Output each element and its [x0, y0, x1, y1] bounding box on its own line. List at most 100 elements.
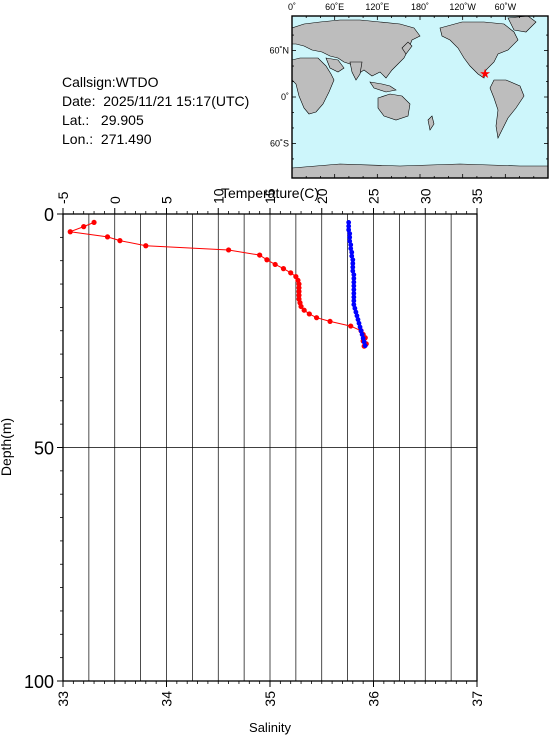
- temperature-tick-label: -5: [55, 191, 71, 204]
- salinity-point: [351, 276, 357, 281]
- map-lon-tick-label: 0˚: [288, 2, 296, 12]
- station-info: Callsign:WTDO Date: 2025/11/21 15:17(UTC…: [62, 73, 249, 149]
- depth-axis: 0 50 100: [24, 205, 63, 692]
- salinity-point: [351, 287, 357, 293]
- salinity-tick-label: 36: [366, 691, 382, 707]
- salinity-point: [348, 242, 354, 248]
- salinity-point: [351, 302, 357, 307]
- salinity-point: [359, 332, 365, 337]
- salinity-point: [346, 220, 352, 225]
- salinity-point: [347, 231, 353, 237]
- temperature-tick-label: 5: [159, 196, 175, 204]
- salinity-point: [355, 317, 361, 322]
- temperature-point: [313, 315, 320, 321]
- temperature-point: [296, 288, 302, 295]
- station-marker-icon: ★: [479, 66, 491, 81]
- temperature-point: [226, 247, 232, 253]
- salinity-point: [351, 294, 357, 300]
- salinity-tick-label: 35: [262, 691, 278, 707]
- salinity-point: [346, 223, 352, 229]
- map-lon-tick-label: 180˚: [411, 2, 429, 12]
- temperature-point: [91, 219, 97, 226]
- salinity-point: [347, 238, 353, 244]
- temperature-point: [296, 285, 302, 291]
- temperature-tick-label: 10: [210, 188, 226, 204]
- salinity-point: [349, 249, 355, 255]
- salinity-axis-label: Salinity: [249, 720, 291, 735]
- africa-landmass: [292, 57, 335, 115]
- depth-tick-label: 100: [24, 672, 54, 692]
- depth-axis-label: Depth(m): [0, 418, 14, 476]
- eurasia-landmass: [292, 19, 421, 79]
- temperature-tick-label: 20: [314, 188, 330, 204]
- salinity-point: [351, 298, 357, 304]
- new-zealand-landmass: [427, 115, 435, 131]
- salinity-point: [348, 246, 354, 251]
- temperature-tick-label: 30: [417, 188, 433, 204]
- temperature-point: [301, 307, 307, 313]
- lon-value: 271.490: [100, 131, 152, 147]
- salinity-point: [351, 279, 357, 285]
- temperature-axis-label: Temperature(C): [221, 185, 319, 201]
- map-lon-tick-label: 120˚W: [449, 2, 476, 12]
- salinity-tick-label: 34: [159, 691, 175, 707]
- map-lat-tick-label: 0˚: [281, 92, 289, 102]
- salinity-point: [354, 313, 360, 319]
- callsign-text: Callsign:WTDO: [62, 74, 159, 90]
- temperature-point: [348, 323, 354, 329]
- series-layer: [67, 219, 369, 349]
- temperature-point: [327, 318, 333, 325]
- chart-grid: [63, 214, 477, 681]
- temperature-axis: -5 0 5 10 15 20 25 30 35: [55, 188, 485, 214]
- salinity-point: [362, 343, 368, 349]
- japan-landmass: [401, 41, 413, 55]
- temperature-point: [306, 311, 312, 317]
- salinity-point: [346, 227, 352, 233]
- map-lon-labels: 0˚ 60˚E 120˚E 180˚ 120˚W 60˚W: [288, 2, 517, 12]
- salinity-point: [361, 339, 367, 345]
- date-label: Date:: [62, 93, 96, 109]
- map-lon-tick-label: 60˚E: [325, 2, 344, 12]
- world-map: 0˚ 60˚E 120˚E 180˚ 120˚W 60˚W 60˚N 0˚ 60˚S ★: [269, 2, 549, 179]
- map-ticks: [291, 16, 549, 178]
- south-america-landmass: [489, 79, 525, 139]
- temperature-point: [117, 238, 123, 244]
- depth-tick-label: 50: [34, 439, 54, 459]
- lat-line: Lat.: 29.905: [62, 111, 249, 130]
- temperature-point: [81, 224, 87, 230]
- arabia-landmass: [325, 57, 345, 73]
- date-value: 2025/11/21 15:17(UTC): [103, 93, 250, 109]
- salinity-point: [360, 335, 366, 341]
- map-land: [292, 16, 548, 178]
- temperature-point: [104, 234, 111, 240]
- lon-line: Lon.: 271.490: [62, 130, 249, 149]
- north-america-landmass: [439, 21, 519, 79]
- temperature-tick-label: 25: [366, 188, 382, 204]
- salinity-tick-label: 37: [469, 691, 485, 707]
- lon-label: Lon.:: [62, 131, 94, 147]
- temperature-point: [272, 261, 278, 268]
- temperature-point: [264, 257, 270, 263]
- salinity-tick-label: 33: [55, 691, 71, 707]
- salinity-axis: 33 34 35 36 37: [55, 681, 485, 707]
- salinity-point: [352, 305, 358, 311]
- salinity-point: [356, 320, 362, 326]
- temperature-point: [143, 243, 149, 249]
- salinity-point: [350, 264, 356, 270]
- map-lat-tick-label: 60˚S: [270, 138, 289, 148]
- map-lat-tick-label: 60˚N: [269, 46, 289, 56]
- temperature-point: [257, 252, 263, 258]
- australia-landmass: [377, 93, 411, 121]
- indonesia-landmass: [369, 81, 397, 93]
- india-landmass: [349, 61, 363, 81]
- salinity-point: [351, 283, 357, 289]
- salinity-point: [357, 324, 363, 330]
- temperature-tick-label: 35: [469, 188, 485, 204]
- lat-label: Lat.:: [62, 112, 90, 128]
- map-lon-tick-label: 60˚W: [495, 2, 517, 12]
- salinity-point: [350, 261, 356, 266]
- salinity-point: [358, 328, 364, 334]
- salinity-point: [350, 257, 356, 263]
- map-lat-labels: 60˚N 0˚ 60˚S: [269, 46, 289, 149]
